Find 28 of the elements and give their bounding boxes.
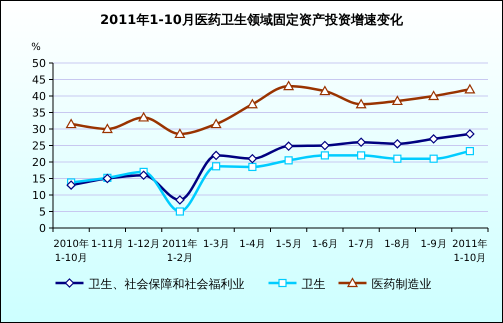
x-tick-label: 1-9月 <box>420 239 447 250</box>
x-tick-label: 1-7月 <box>348 239 374 250</box>
x-tick-label: 1-3月 <box>202 239 230 250</box>
chart-title: 2011年1-10月医药卫生领域固定资产投资增速变化 <box>100 12 404 28</box>
y-axis-title: % <box>31 42 41 53</box>
legend-label: 卫生、社会保障和社会福利业 <box>88 277 244 291</box>
y-tick-label: 0 <box>39 222 46 235</box>
x-tick-label: 2011年 1-2月 <box>162 238 198 264</box>
y-tick-label: 5 <box>39 206 46 218</box>
x-tick-label: 1-8月 <box>384 239 411 250</box>
x-tick-label: 1-12月 <box>127 239 160 250</box>
x-tick-label: 2010年 1-10月 <box>53 238 89 264</box>
y-tick-label: 15 <box>32 172 46 186</box>
x-tick-label: 1-11月 <box>91 239 124 250</box>
x-tick-label: 1-4月 <box>239 239 266 250</box>
y-tick-label: 10 <box>32 189 46 202</box>
y-tick-label: 20 <box>32 156 46 169</box>
legend-label: 医药制造业 <box>372 277 432 291</box>
y-tick-label: 25 <box>32 140 46 152</box>
y-tick-label: 50 <box>32 57 46 70</box>
legend-label: 卫生 <box>302 277 326 291</box>
x-tick-label: 1-5月 <box>275 239 302 250</box>
y-tick-label: 45 <box>32 74 46 86</box>
x-tick-label: 1-6月 <box>312 239 338 250</box>
y-tick-label: 40 <box>32 90 46 103</box>
y-tick-label: 30 <box>32 123 46 136</box>
x-tick-label: 2011年 1-10月 <box>452 238 488 264</box>
y-tick-label: 35 <box>32 106 46 120</box>
